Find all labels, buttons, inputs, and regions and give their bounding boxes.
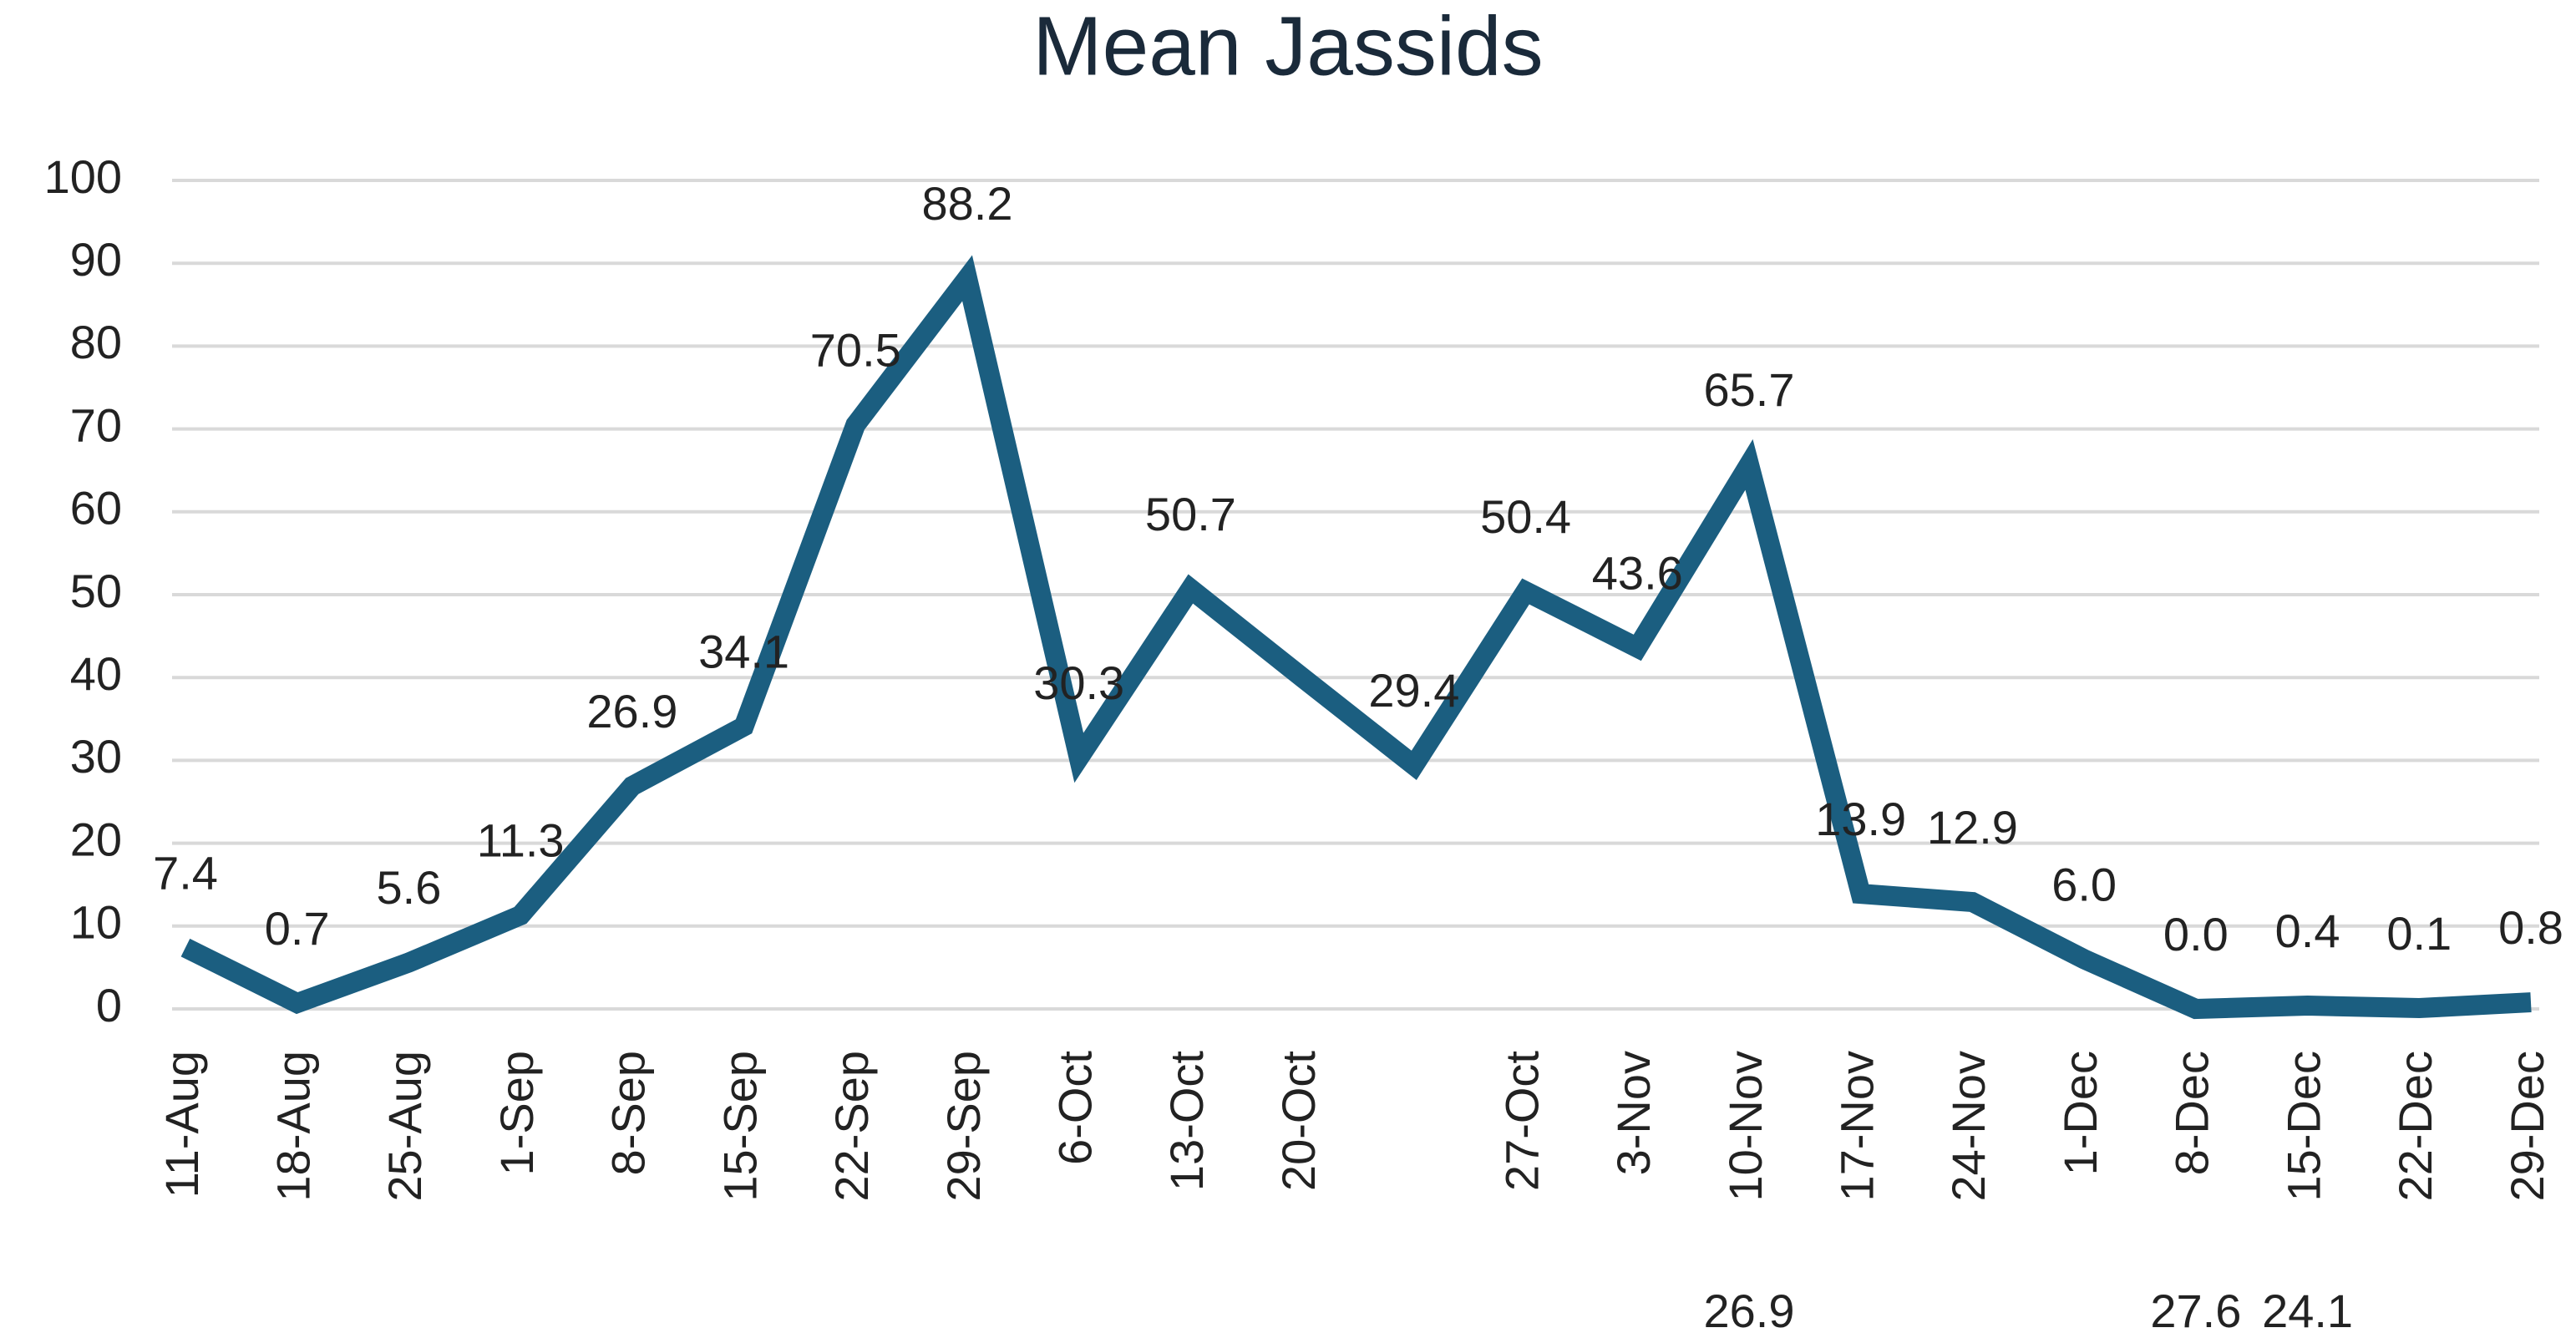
- y-tick-label: 60: [70, 482, 122, 535]
- y-tick-label: 20: [70, 813, 122, 865]
- data-label: 65.7: [1704, 363, 1795, 416]
- data-label: 0.4: [2275, 905, 2340, 957]
- x-tick-label: 17-Nov: [1831, 1051, 1884, 1202]
- x-tick-label: 11-Aug: [155, 1051, 208, 1198]
- x-tick-label: 10-Nov: [1719, 1051, 1772, 1202]
- x-tick-label: 13-Oct: [1160, 1051, 1213, 1191]
- annotation: 24.1: [2262, 1285, 2353, 1337]
- y-tick-label: 0: [96, 979, 122, 1031]
- y-tick-label: 90: [70, 233, 122, 286]
- data-label: 43.6: [1592, 546, 1683, 599]
- x-tick-label: 22-Sep: [825, 1051, 878, 1202]
- x-tick-label: 15-Sep: [713, 1051, 766, 1202]
- x-tick-label: 25-Aug: [378, 1051, 431, 1202]
- data-label: 34.1: [698, 626, 789, 678]
- data-label: 50.7: [1145, 488, 1236, 540]
- x-tick-label: 8-Dec: [2166, 1051, 2219, 1175]
- annotation: 27.6: [2150, 1285, 2241, 1337]
- y-tick-label: 70: [70, 398, 122, 451]
- data-label: 6.0: [2051, 858, 2117, 910]
- x-tick-label: 8-Sep: [602, 1051, 655, 1175]
- y-tick-label: 100: [44, 150, 122, 203]
- x-tick-label: 1-Sep: [490, 1051, 543, 1175]
- y-tick-label: 30: [70, 730, 122, 783]
- x-tick-label: 15-Dec: [2277, 1051, 2330, 1202]
- data-label: 29.4: [1368, 664, 1459, 717]
- data-label: 11.3: [477, 814, 565, 867]
- data-label: 70.5: [810, 323, 901, 376]
- data-label: 30.3: [1033, 656, 1124, 709]
- y-tick-label: 50: [70, 565, 122, 617]
- y-tick-label: 40: [70, 647, 122, 700]
- x-tick-label: 29-Dec: [2501, 1051, 2553, 1202]
- x-tick-label: 3-Nov: [1607, 1051, 1660, 1175]
- data-label: 50.4: [1480, 490, 1571, 543]
- x-tick-label: 24-Nov: [1942, 1051, 1995, 1202]
- data-label: 0.7: [265, 902, 330, 955]
- y-tick-label: 10: [70, 896, 122, 949]
- data-label: 12.9: [1927, 801, 2018, 854]
- x-tick-label: 6-Oct: [1049, 1051, 1102, 1165]
- x-tick-label: 22-Dec: [2389, 1051, 2442, 1202]
- data-label: 26.9: [586, 685, 677, 737]
- data-label: 7.4: [153, 846, 218, 899]
- y-tick-label: 80: [70, 316, 122, 368]
- data-line: [180, 255, 2532, 1020]
- data-label: 88.2: [922, 177, 1013, 230]
- x-tick-label: 20-Oct: [1272, 1051, 1325, 1191]
- data-label: 13.9: [1815, 793, 1906, 845]
- data-label: 0.8: [2498, 901, 2563, 954]
- annotation: 26.9: [1704, 1285, 1795, 1337]
- x-tick-label: 27-Oct: [1495, 1051, 1548, 1191]
- x-tick-label: 29-Sep: [937, 1051, 990, 1202]
- data-label: 5.6: [376, 861, 441, 914]
- data-label: 0.0: [2163, 908, 2229, 960]
- x-tick-label: 1-Dec: [2054, 1051, 2107, 1175]
- data-label: 0.1: [2386, 907, 2452, 960]
- x-tick-label: 18-Aug: [267, 1051, 320, 1202]
- chart-title: Mean Jassids: [1032, 0, 1543, 93]
